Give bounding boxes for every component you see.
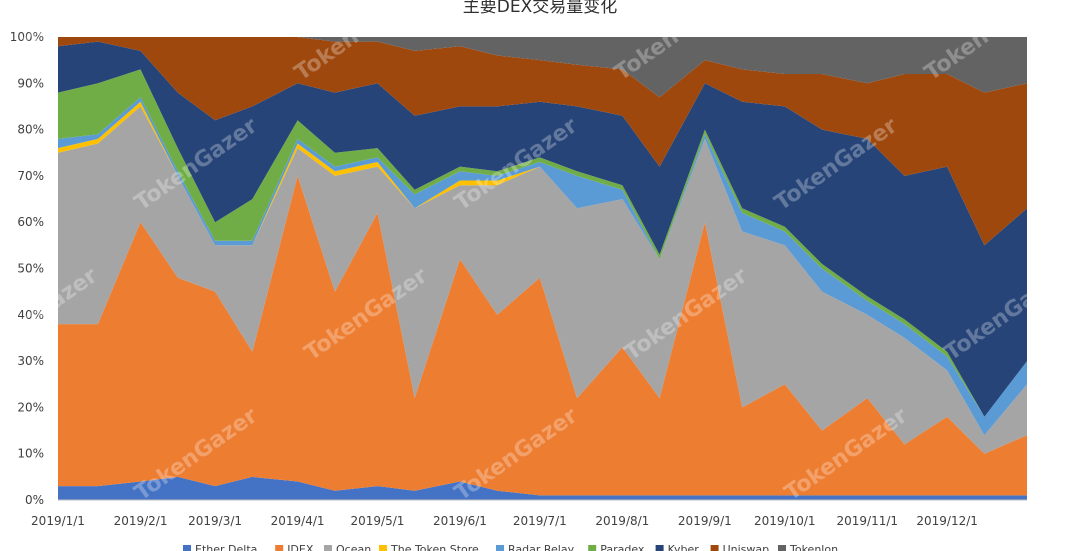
- area-tokenlon: [58, 37, 1027, 98]
- x-axis-labels: 2019/1/1 2019/2/1 2019/3/1 2019/4/1 2019/5/1…: [31, 514, 978, 528]
- legend-swatch: [778, 545, 786, 551]
- y-tick-label: 80%: [17, 123, 44, 137]
- legend-swatch: [324, 545, 332, 551]
- legend-label: Uniswap: [723, 543, 770, 551]
- x-tick-label: 2019/6/1: [433, 514, 487, 528]
- chart-title: 主要DEX交易量变化: [462, 0, 618, 17]
- x-tick-label: 2019/8/1: [595, 514, 649, 528]
- x-tick-label: 2019/5/1: [350, 514, 404, 528]
- x-tick-label: 2019/2/1: [114, 514, 168, 528]
- y-tick-label: 40%: [17, 308, 44, 322]
- y-tick-label: 90%: [17, 76, 44, 90]
- x-tick-label: 2019/7/1: [513, 514, 567, 528]
- x-tick-label: 2019/9/1: [678, 514, 732, 528]
- y-tick-label: 70%: [17, 169, 44, 183]
- legend-label: Tokenlon: [789, 543, 838, 551]
- legend-swatch: [588, 545, 597, 551]
- area-kyber: [58, 41, 1027, 417]
- x-tick-label: 2019/12/1: [916, 514, 978, 528]
- y-axis-labels: 0% 10% 20% 30% 40% 50% 60% 70% 80% 90% 100%: [10, 30, 44, 507]
- x-tick-label: 2019/10/1: [754, 514, 816, 528]
- area-radar-relay: [58, 97, 1027, 436]
- x-tick-label: 2019/3/1: [188, 514, 242, 528]
- legend: Ether Delta IDEX Ocean The Token Store Radar…: [183, 543, 838, 551]
- x-tick-label: 2019/1/1: [31, 514, 85, 528]
- y-tick-label: 60%: [17, 215, 44, 229]
- series-areas: [58, 37, 1027, 500]
- y-tick-label: 100%: [10, 30, 44, 44]
- legend-label: Ether Delta: [195, 543, 257, 551]
- legend-swatch: [183, 545, 191, 551]
- area-ocean: [58, 106, 1027, 454]
- y-tick-label: 20%: [17, 400, 44, 414]
- area-ether-delta: [58, 476, 1027, 500]
- legend-label: Paradex: [600, 543, 645, 551]
- y-tick-label: 0%: [25, 493, 44, 507]
- y-tick-label: 10%: [17, 447, 44, 461]
- legend-label: Kyber: [668, 543, 700, 551]
- x-tick-label: 2019/11/1: [837, 514, 899, 528]
- area-paradex: [58, 69, 1027, 417]
- legend-label: IDEX: [287, 543, 314, 551]
- legend-label: The Token Store: [390, 543, 479, 551]
- y-tick-label: 50%: [17, 262, 44, 276]
- area-uniswap: [58, 37, 1027, 246]
- legend-label: Ocean: [336, 543, 371, 551]
- y-tick-label: 30%: [17, 354, 44, 368]
- legend-swatch: [655, 545, 664, 551]
- legend-swatch: [710, 545, 719, 551]
- legend-swatch: [379, 545, 387, 551]
- legend-swatch: [496, 545, 504, 551]
- area-idex: [58, 175, 1027, 496]
- x-tick-label: 2019/4/1: [271, 514, 325, 528]
- legend-label: Radar Relay: [508, 543, 575, 551]
- legend-swatch: [275, 545, 284, 551]
